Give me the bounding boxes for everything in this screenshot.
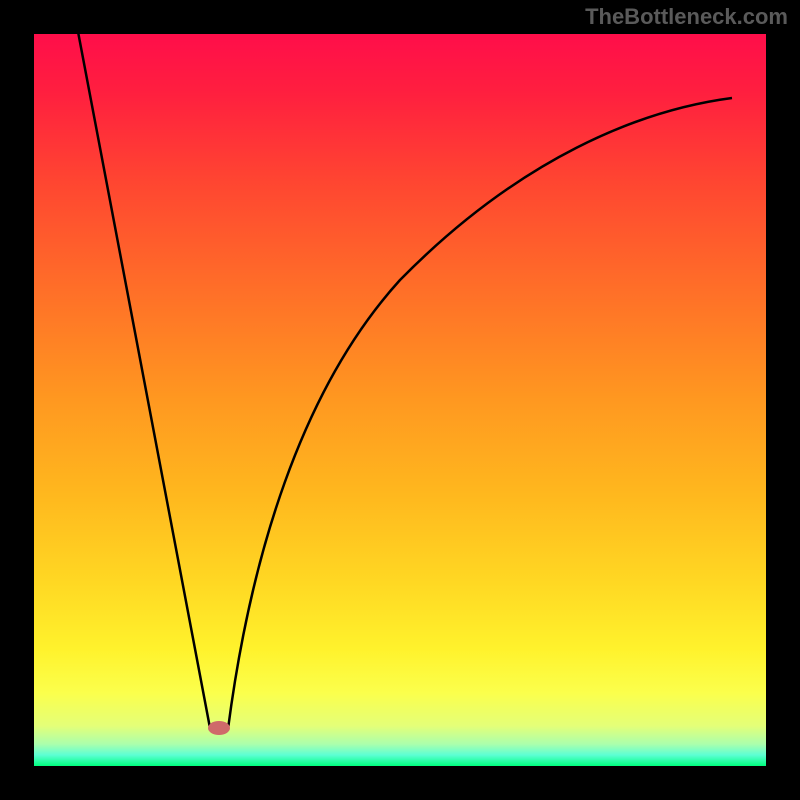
chart-container: TheBottleneck.com xyxy=(0,0,800,800)
bottleneck-curve-chart xyxy=(0,0,800,800)
minimum-marker xyxy=(208,721,230,735)
gradient-background xyxy=(34,34,766,766)
watermark-text: TheBottleneck.com xyxy=(585,4,788,30)
